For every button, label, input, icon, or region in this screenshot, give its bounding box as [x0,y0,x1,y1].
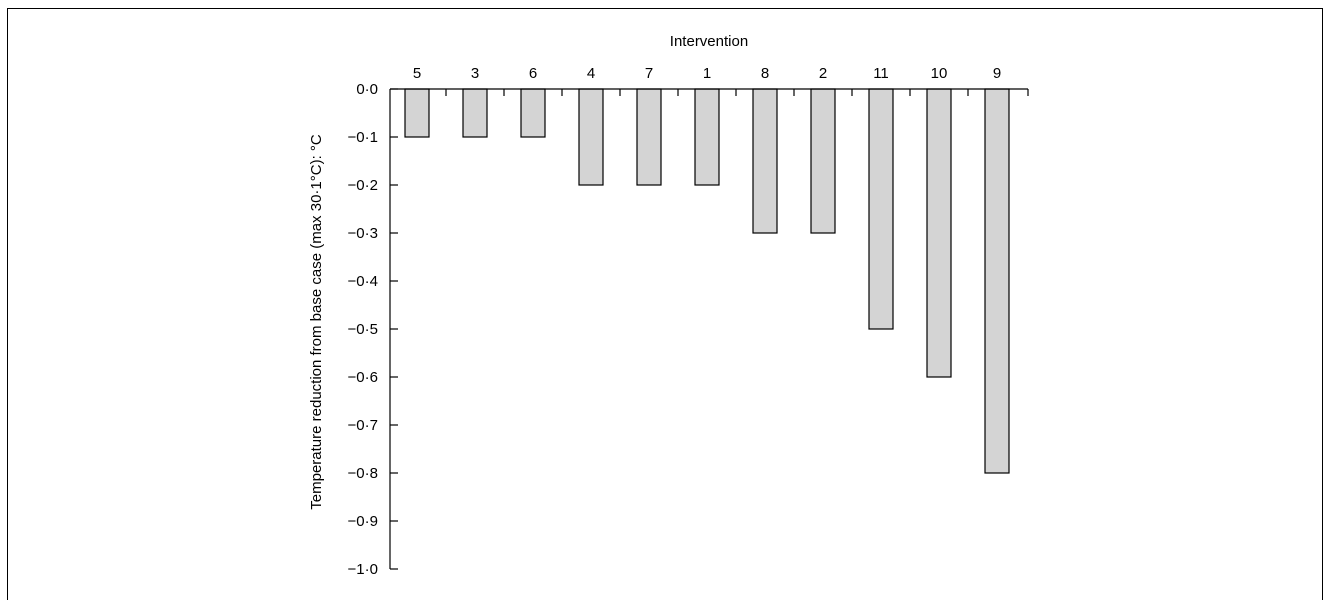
y-ticks: 0·0 −0·1 −0·2 −0·3 −0·4 −0·5 −0·6 −0·7 −0·8 −0·9 −… [348,81,398,578]
figure-frame [7,8,1323,600]
bar-intervention-9 [984,88,1010,474]
bar-intervention-3 [462,88,488,138]
y-tick-label: −0·2 [348,177,378,194]
x-tick-label: 3 [471,65,479,82]
bar-intervention-8 [752,88,778,234]
x-tick-label: 5 [413,65,421,82]
x-tick-label: 2 [819,65,827,82]
y-tick-label: −0·6 [348,369,378,386]
bars-layer [404,88,1010,474]
x-tick-label: 9 [993,65,1001,82]
x-tick-label: 11 [873,65,889,82]
bar-intervention-11 [868,88,894,330]
y-tick-label: −0·7 [348,417,378,434]
x-ticks: 5 3 6 4 7 1 8 2 11 10 9 [413,65,1029,96]
y-tick-label: −0·8 [348,465,378,482]
bar-intervention-7 [636,88,662,186]
x-axis-title: Intervention [670,33,748,50]
y-tick-label: −1·0 [348,561,378,578]
y-tick-label: −0·9 [348,513,378,530]
y-axis-title: Temperature reduction from base case (ma… [308,134,325,510]
x-tick-label: 1 [703,65,711,82]
bar-intervention-2 [810,88,836,234]
bar-intervention-6 [520,88,546,138]
y-tick-label: −0·3 [348,225,378,242]
x-tick-label: 4 [587,65,595,82]
bar-intervention-5 [404,88,430,138]
x-tick-label: 8 [761,65,769,82]
bar-intervention-1 [694,88,720,186]
y-tick-label: 0·0 [356,81,378,98]
y-tick-label: −0·5 [348,321,378,338]
bar-intervention-4 [578,88,604,186]
y-tick-label: −0·4 [348,273,378,290]
x-tick-label: 10 [931,65,948,82]
x-tick-label: 6 [529,65,537,82]
x-tick-label: 7 [645,65,653,82]
bar-intervention-10 [926,88,952,378]
y-tick-label: −0·1 [348,129,378,146]
